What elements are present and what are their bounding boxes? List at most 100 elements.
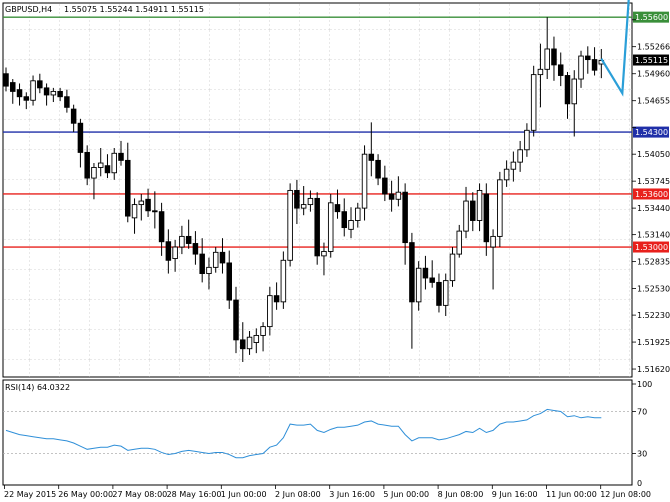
candle (138, 193, 145, 221)
level-label-box (633, 11, 669, 23)
candle (429, 260, 435, 288)
candle-body-bear (64, 96, 70, 108)
candle (463, 186, 469, 239)
candle-body-bear (314, 197, 320, 257)
candle-body-bear (402, 191, 408, 244)
level-label: 1.53000 (635, 243, 668, 252)
candle-body-bear (118, 152, 124, 161)
candle-body-bear (470, 200, 476, 221)
candle-body-bear (388, 193, 395, 200)
candle (300, 186, 307, 216)
candle-body-bull (307, 197, 314, 206)
candle (179, 225, 185, 255)
candle (334, 189, 341, 219)
candle (361, 145, 368, 221)
candle (415, 261, 422, 311)
candle-body-bear (43, 87, 50, 96)
candle-body-bear (158, 211, 165, 243)
candle-body-bear (185, 235, 192, 244)
candle (564, 71, 571, 119)
candle (571, 70, 578, 137)
candle-body-bear (219, 251, 226, 264)
candle-body-bull (537, 68, 544, 76)
price-tick-label: 1.53745 (637, 177, 670, 186)
candle-body-bull (490, 235, 496, 248)
candle-body-bull (395, 191, 402, 200)
candle (294, 179, 300, 225)
candle (267, 286, 273, 336)
candle (287, 183, 293, 267)
candle-body-bear (37, 80, 43, 89)
candle (240, 322, 246, 362)
candle (206, 257, 212, 290)
candle-body-bull (321, 250, 327, 257)
candle-body-bull (172, 246, 178, 259)
candle-body-bull (456, 230, 463, 255)
candle (23, 92, 30, 110)
rsi-tick-label: 70 (637, 408, 647, 417)
time-tick-label: 2 Jun 08:00 (275, 490, 321, 499)
rsi-line (5, 408, 602, 459)
candle (307, 190, 314, 212)
candle (456, 224, 463, 258)
candle-body-bear (233, 299, 239, 341)
candle (470, 192, 476, 232)
time-tick-label: 26 May 00:00 (58, 490, 113, 499)
candle-body-bull (530, 74, 537, 131)
candle (355, 202, 361, 228)
candle (145, 188, 151, 217)
candle (442, 273, 449, 316)
level-label: 1.53600 (635, 190, 668, 199)
candle-body-bull (463, 200, 469, 232)
current-price-box (633, 54, 669, 66)
candle (199, 238, 205, 283)
chart-ohlc: 1.55075 1.55244 1.54911 1.55115 (64, 5, 204, 14)
candle (530, 65, 537, 137)
candle (273, 282, 280, 310)
candle (57, 87, 63, 102)
candle (368, 122, 375, 177)
candle (125, 142, 131, 223)
candle-body-bull (287, 189, 293, 261)
candle-body-bull (510, 161, 517, 170)
candle (10, 79, 16, 104)
price-tick-label: 1.55266 (637, 43, 670, 52)
chart-symbol: GBPUSD,H4 (5, 5, 52, 14)
candle (557, 52, 564, 87)
candle-body-bear (422, 267, 429, 279)
candle-body-bull (267, 295, 273, 328)
candle (246, 331, 253, 355)
candle (551, 36, 557, 81)
candle-body-bull (30, 80, 36, 101)
price-tick-label: 1.54050 (637, 150, 670, 159)
candle-body-bear (152, 210, 158, 213)
candle (91, 163, 97, 200)
time-tick-label: 27 May 08:00 (112, 490, 167, 499)
candle-body-bear (199, 253, 205, 275)
candle-body-bull (131, 204, 138, 219)
price-tick-label: 1.51620 (637, 365, 670, 374)
time-tick-label: 9 Jun 16:00 (492, 490, 538, 499)
rsi-tick-label: 0 (637, 479, 642, 488)
candle (341, 198, 348, 237)
candle (43, 83, 50, 106)
candle-body-bear (70, 108, 77, 124)
candle-body-bear (341, 211, 348, 229)
candle-body-bull (476, 189, 483, 221)
candle (253, 328, 260, 354)
price-tick-label: 1.53140 (637, 231, 670, 240)
price-tick-label: 1.54960 (637, 70, 670, 79)
candle-body-bull (97, 162, 104, 168)
level-label-box (633, 241, 669, 253)
candle-body-bear (145, 198, 151, 212)
candle-body-bull (503, 168, 510, 181)
candle-body-bear (483, 193, 490, 243)
candle-body-bear (591, 59, 598, 71)
candle (321, 242, 327, 276)
candle (97, 148, 104, 177)
candle-body-bear (165, 241, 172, 261)
candle (70, 104, 77, 133)
candle-body-bull (300, 204, 307, 209)
candle (131, 198, 138, 234)
candle (537, 43, 544, 108)
